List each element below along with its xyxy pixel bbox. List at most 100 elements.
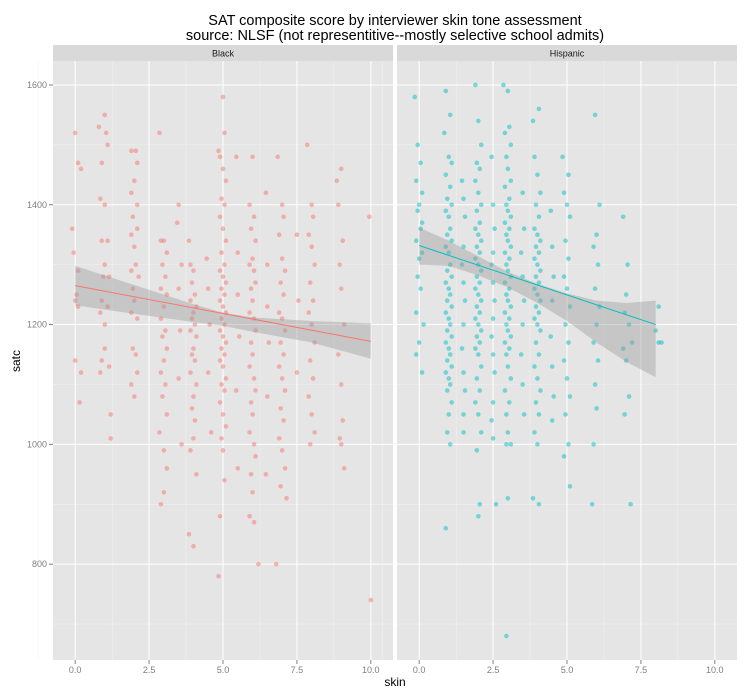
data-point [490, 250, 496, 255]
data-point [307, 358, 313, 363]
data-point [478, 268, 484, 273]
data-point [282, 328, 288, 333]
data-point [538, 328, 543, 333]
data-point [419, 370, 425, 375]
data-point [447, 112, 453, 118]
data-point [130, 346, 136, 351]
data-point [413, 352, 419, 357]
data-point [473, 400, 478, 405]
chart-subtitle: source: NLSF (not representitive--mostly… [186, 28, 604, 44]
data-point [474, 448, 480, 453]
data-point [337, 436, 343, 441]
data-point [443, 340, 449, 345]
data-point [477, 220, 483, 226]
data-point [591, 340, 596, 345]
data-point [278, 280, 283, 285]
data-point [235, 250, 241, 255]
data-point [413, 178, 419, 184]
data-point [105, 142, 110, 148]
data-point [284, 495, 289, 501]
data-point [492, 226, 497, 232]
data-point [186, 238, 192, 243]
data-point [309, 202, 314, 208]
data-point [189, 406, 195, 411]
data-point [192, 418, 198, 423]
data-point [473, 316, 478, 321]
data-point [281, 418, 286, 423]
x-tick-label: 7.5 [635, 665, 648, 675]
data-point [622, 412, 627, 417]
data-point [504, 322, 509, 327]
data-point [217, 154, 223, 160]
data-point [507, 124, 512, 130]
data-point [108, 436, 113, 441]
data-point [265, 262, 270, 267]
data-point [444, 268, 450, 273]
x-tick-label: 10.0 [362, 665, 380, 675]
data-point [530, 118, 536, 124]
data-point [188, 298, 193, 303]
data-point [533, 274, 539, 279]
data-point [282, 388, 288, 393]
data-point [99, 238, 105, 243]
data-point [247, 430, 252, 435]
data-point [476, 190, 481, 196]
data-point [548, 334, 554, 339]
regression-line-hispanic [419, 245, 656, 326]
data-point [191, 346, 196, 351]
data-point [103, 130, 109, 136]
data-point [158, 501, 164, 507]
data-point [535, 442, 540, 447]
data-point [444, 430, 450, 435]
data-point [248, 340, 254, 345]
data-point [310, 214, 316, 220]
data-point [222, 130, 227, 136]
x-axis-title: skin [384, 675, 405, 689]
data-point [368, 597, 374, 603]
data-point [161, 238, 167, 243]
data-point [340, 418, 346, 423]
data-point [532, 226, 537, 232]
data-point [217, 298, 223, 303]
data-point [276, 436, 282, 441]
data-point [223, 178, 229, 184]
data-point [220, 448, 226, 453]
data-point [134, 226, 140, 232]
data-point [504, 262, 509, 267]
data-point [220, 226, 226, 232]
data-point [492, 298, 497, 303]
data-point [223, 340, 229, 345]
data-point [490, 436, 496, 441]
data-point [564, 286, 570, 291]
data-point [505, 328, 511, 333]
data-point [489, 262, 494, 267]
data-point [158, 286, 164, 291]
data-point [133, 352, 139, 357]
data-point [478, 202, 484, 208]
data-point [561, 358, 567, 363]
data-point [444, 328, 450, 333]
data-point [192, 292, 198, 297]
data-point [449, 304, 454, 309]
data-point [477, 310, 483, 315]
data-point [418, 160, 423, 166]
data-point [251, 519, 257, 525]
data-point [219, 382, 224, 387]
data-point [502, 340, 508, 345]
data-point [567, 304, 573, 309]
data-point [247, 202, 252, 208]
data-point [489, 418, 494, 423]
data-point [176, 286, 181, 291]
y-axis-title: satc [9, 350, 23, 372]
data-point [536, 501, 542, 507]
data-point [98, 310, 103, 315]
data-point [492, 370, 497, 375]
data-point [102, 112, 108, 118]
x-tick-label: 0.0 [69, 665, 82, 675]
data-point [507, 400, 512, 405]
strip-label-black: Black [212, 49, 235, 59]
data-point [620, 346, 626, 351]
data-point [248, 286, 254, 291]
data-point [250, 489, 255, 495]
